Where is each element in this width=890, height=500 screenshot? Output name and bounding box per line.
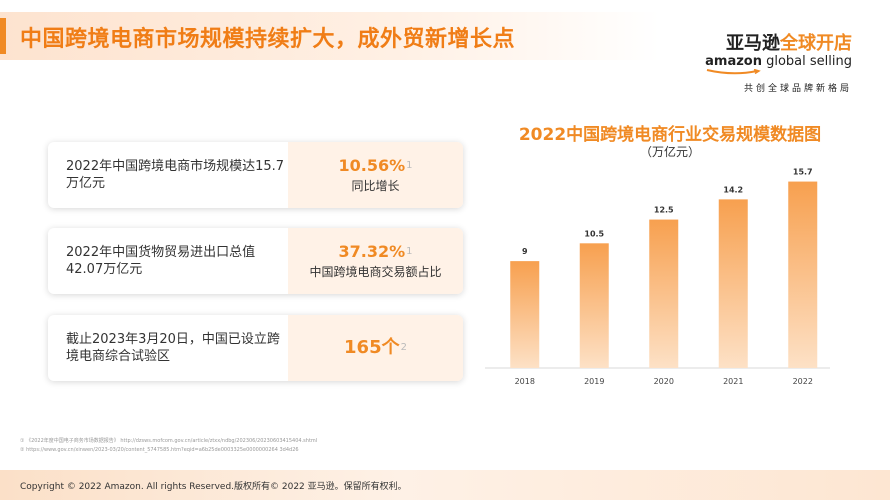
bar-2021 — [718, 199, 748, 368]
bar-2019 — [579, 243, 609, 368]
logo-wordmark-amazon: amazon — [705, 54, 762, 69]
data-label-2021: 14.2 — [723, 185, 743, 194]
bar-2020 — [649, 219, 679, 368]
stat-description: 2022年中国货物贸易进出口总值42.07万亿元 — [66, 245, 256, 277]
logo-english-name: amazon global selling — [705, 54, 852, 69]
amazon-smile-icon — [706, 69, 761, 75]
footer-band — [0, 470, 890, 500]
stat-value-text: 165个 — [344, 337, 400, 358]
stat-value-box: 10.56%1 同比增长 — [288, 142, 463, 208]
bar-chart: 9 2018 10.5 2019 12.5 2020 14.2 2021 15.7 2022 — [485, 168, 830, 386]
title-band — [0, 12, 660, 60]
stat-value-text: 10.56% — [338, 156, 406, 175]
stat-value: 10.56%1 — [338, 156, 412, 176]
amazon-global-selling-logo: 亚马逊全球开店 amazon global selling 共创全球品牌新格局 — [705, 34, 852, 95]
bar-2022 — [788, 181, 818, 368]
data-label-2018: 9 — [522, 247, 528, 256]
stat-description: 2022年中国跨境电商市场规模达15.7万亿元 — [66, 159, 285, 191]
stat-value: 165个2 — [344, 338, 407, 358]
stat-value-text: 37.32% — [338, 242, 406, 261]
stat-description: 截止2023年3月20日，中国已设立跨境电商综合试验区 — [66, 332, 280, 364]
data-label-2019: 10.5 — [584, 229, 604, 238]
stat-value-box: 37.32%1 中国跨境电商交易额占比 — [288, 228, 463, 294]
stat-card-trade-share: 2022年中国货物贸易进出口总值42.07万亿元 37.32%1 中国跨境电商交… — [48, 228, 463, 294]
stat-value-box: 165个2 — [288, 315, 463, 381]
x-tick-label-2018: 2018 — [515, 377, 535, 386]
footnotes: ① 《2022年度中国电子商务市场数据报告》 http://dzsws.mofc… — [20, 437, 317, 455]
x-tick-label-2021: 2021 — [723, 377, 743, 386]
logo-wordmark-global-selling: global selling — [761, 54, 852, 69]
title-accent-bar — [0, 18, 6, 54]
footnote-1: ① 《2022年度中国电子商务市场数据报告》 http://dzsws.mofc… — [20, 438, 318, 444]
logo-tagline: 共创全球品牌新格局 — [743, 84, 852, 94]
x-tick-label-2022: 2022 — [793, 377, 813, 386]
stat-card-market-size: 2022年中国跨境电商市场规模达15.7万亿元 10.56%1 同比增长 — [48, 142, 463, 208]
page-title: 中国跨境电商市场规模持续扩大，成外贸新增长点 — [20, 27, 516, 52]
footnote-2: ② https://www.gov.cn/xinwen/2023-03/20/c… — [20, 447, 299, 453]
stat-value: 37.32%1 — [338, 242, 412, 262]
footnote-marker: 1 — [406, 246, 413, 257]
x-tick-label-2019: 2019 — [584, 377, 604, 386]
stat-card-pilot-zones: 截止2023年3月20日，中国已设立跨境电商综合试验区 165个2 — [48, 315, 463, 381]
data-label-2020: 12.5 — [654, 206, 674, 215]
logo-name-dark: 亚马逊 — [726, 33, 780, 54]
footnote-marker: 2 — [400, 342, 407, 353]
logo-chinese-name: 亚马逊全球开店 — [705, 34, 852, 54]
copyright-text: Copyright © 2022 Amazon. All rights Rese… — [20, 482, 407, 492]
footnote-marker: 1 — [406, 160, 413, 171]
data-label-2022: 15.7 — [793, 168, 813, 177]
chart-unit-label: （万亿元） — [639, 145, 700, 159]
x-tick-label-2020: 2020 — [654, 377, 674, 386]
stat-sublabel: 同比增长 — [351, 179, 400, 193]
stat-sublabel: 中国跨境电商交易额占比 — [309, 265, 442, 279]
logo-name-accent: 全球开店 — [780, 33, 852, 54]
chart-title: 2022中国跨境电商行业交易规模数据图 — [518, 125, 822, 145]
bar-2018 — [510, 261, 540, 368]
